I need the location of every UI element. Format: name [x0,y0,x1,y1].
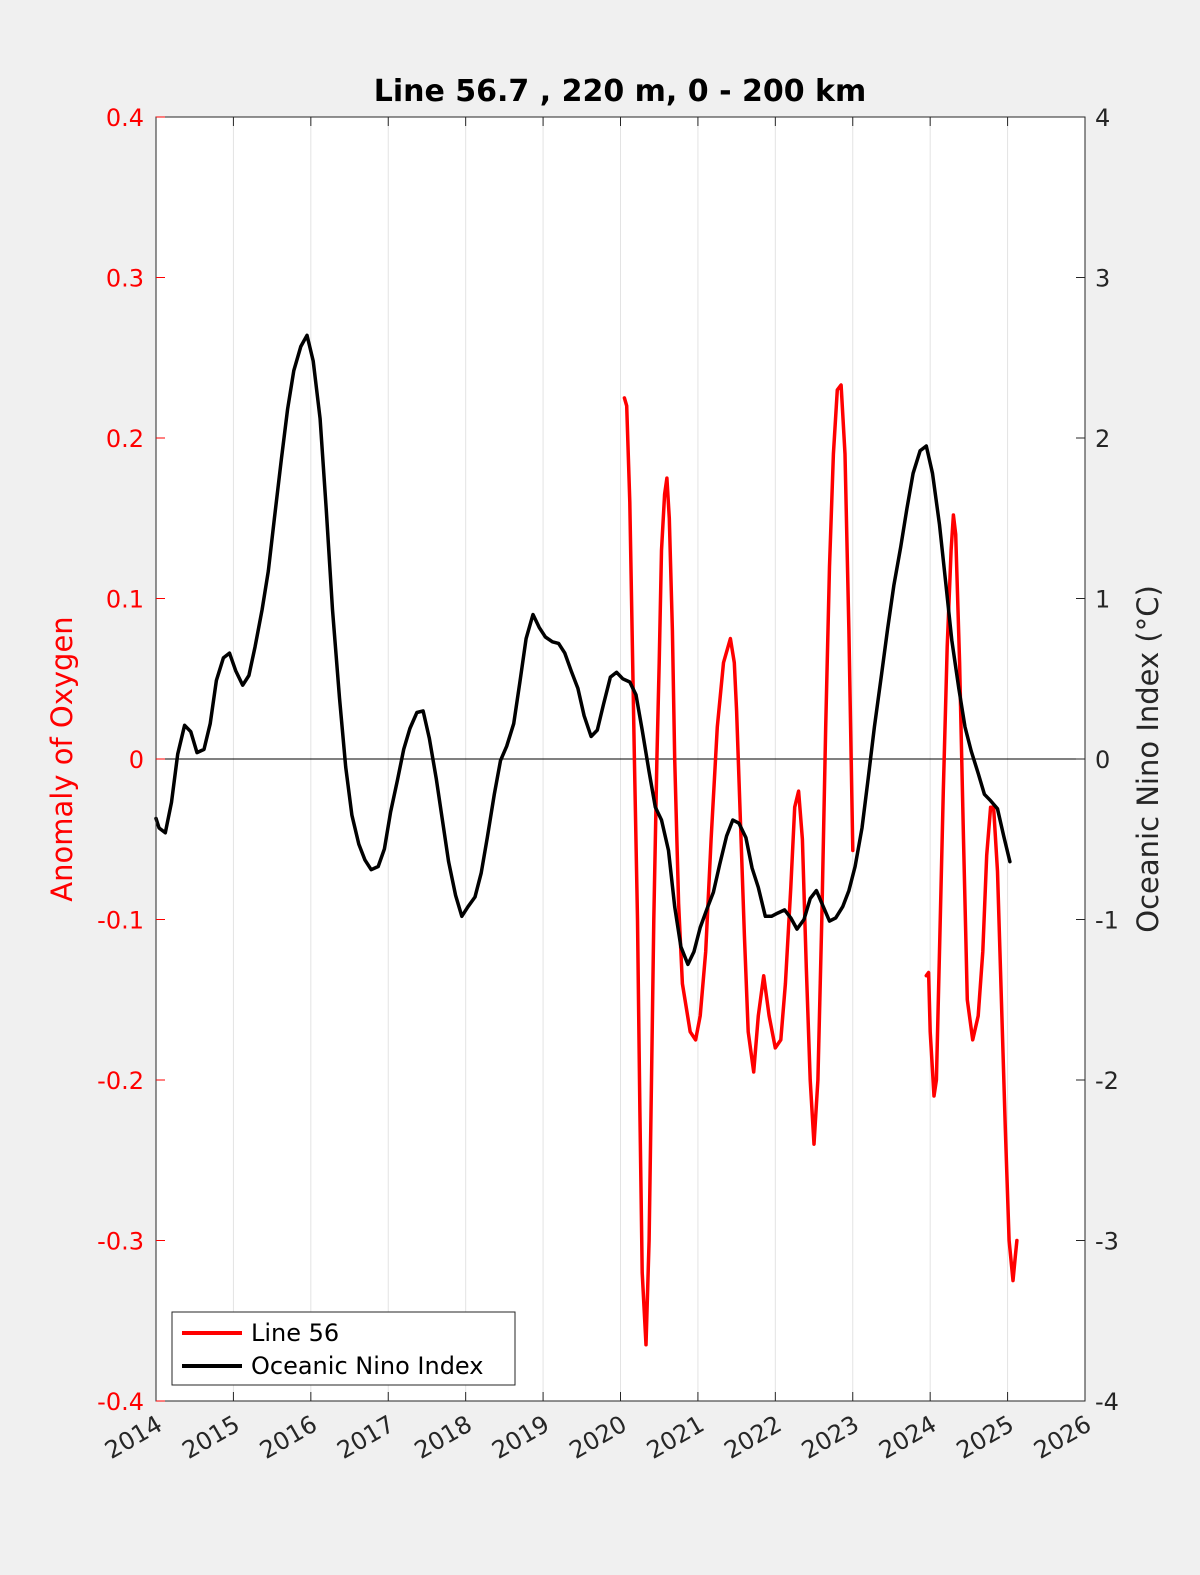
right-tick-label: -4 [1095,1388,1119,1416]
left-tick-label: -0.4 [97,1388,144,1416]
left-tick-label: 0 [129,746,144,774]
right-y-axis-label: Oceanic Nino Index (°C) [1131,585,1165,933]
right-y-axis: -4 -3 -2 -1 0 1 2 3 4 [1076,104,1119,1416]
left-tick-label: -0.2 [97,1067,144,1095]
right-tick-label: 0 [1095,746,1110,774]
legend-label-line56: Line 56 [251,1319,339,1347]
legend-label-oni: Oceanic Nino Index [251,1352,483,1380]
left-tick-label: 0.4 [106,104,144,132]
series-oceanic-nino-index [154,333,1012,967]
right-tick-label: 1 [1095,586,1110,614]
right-tick-label: -2 [1095,1067,1119,1095]
right-tick-label: 3 [1095,265,1110,293]
chart-title: Line 56.7 , 220 m, 0 - 200 km [374,74,867,109]
series-layer [154,333,1019,1347]
left-tick-label: 0.3 [106,265,144,293]
series-line56-segment-2 [924,513,1019,1283]
left-tick-label: 0.2 [106,425,144,453]
left-y-axis: -0.4 -0.3 -0.2 -0.1 0 0.1 0.2 0.3 0.4 [97,104,165,1416]
right-tick-label: -1 [1095,907,1119,935]
right-tick-label: 4 [1095,104,1110,132]
right-tick-label: -3 [1095,1228,1119,1256]
left-tick-label: -0.1 [97,907,144,935]
right-tick-label: 2 [1095,425,1110,453]
legend-box [171,1311,516,1386]
left-tick-label: -0.3 [97,1228,144,1256]
series-line56-segment-1 [622,383,855,1347]
left-tick-label: 0.1 [106,586,144,614]
legend: Line 56 Oceanic Nino Index [171,1311,516,1386]
left-y-axis-label: Anomaly of Oxygen [45,616,79,901]
